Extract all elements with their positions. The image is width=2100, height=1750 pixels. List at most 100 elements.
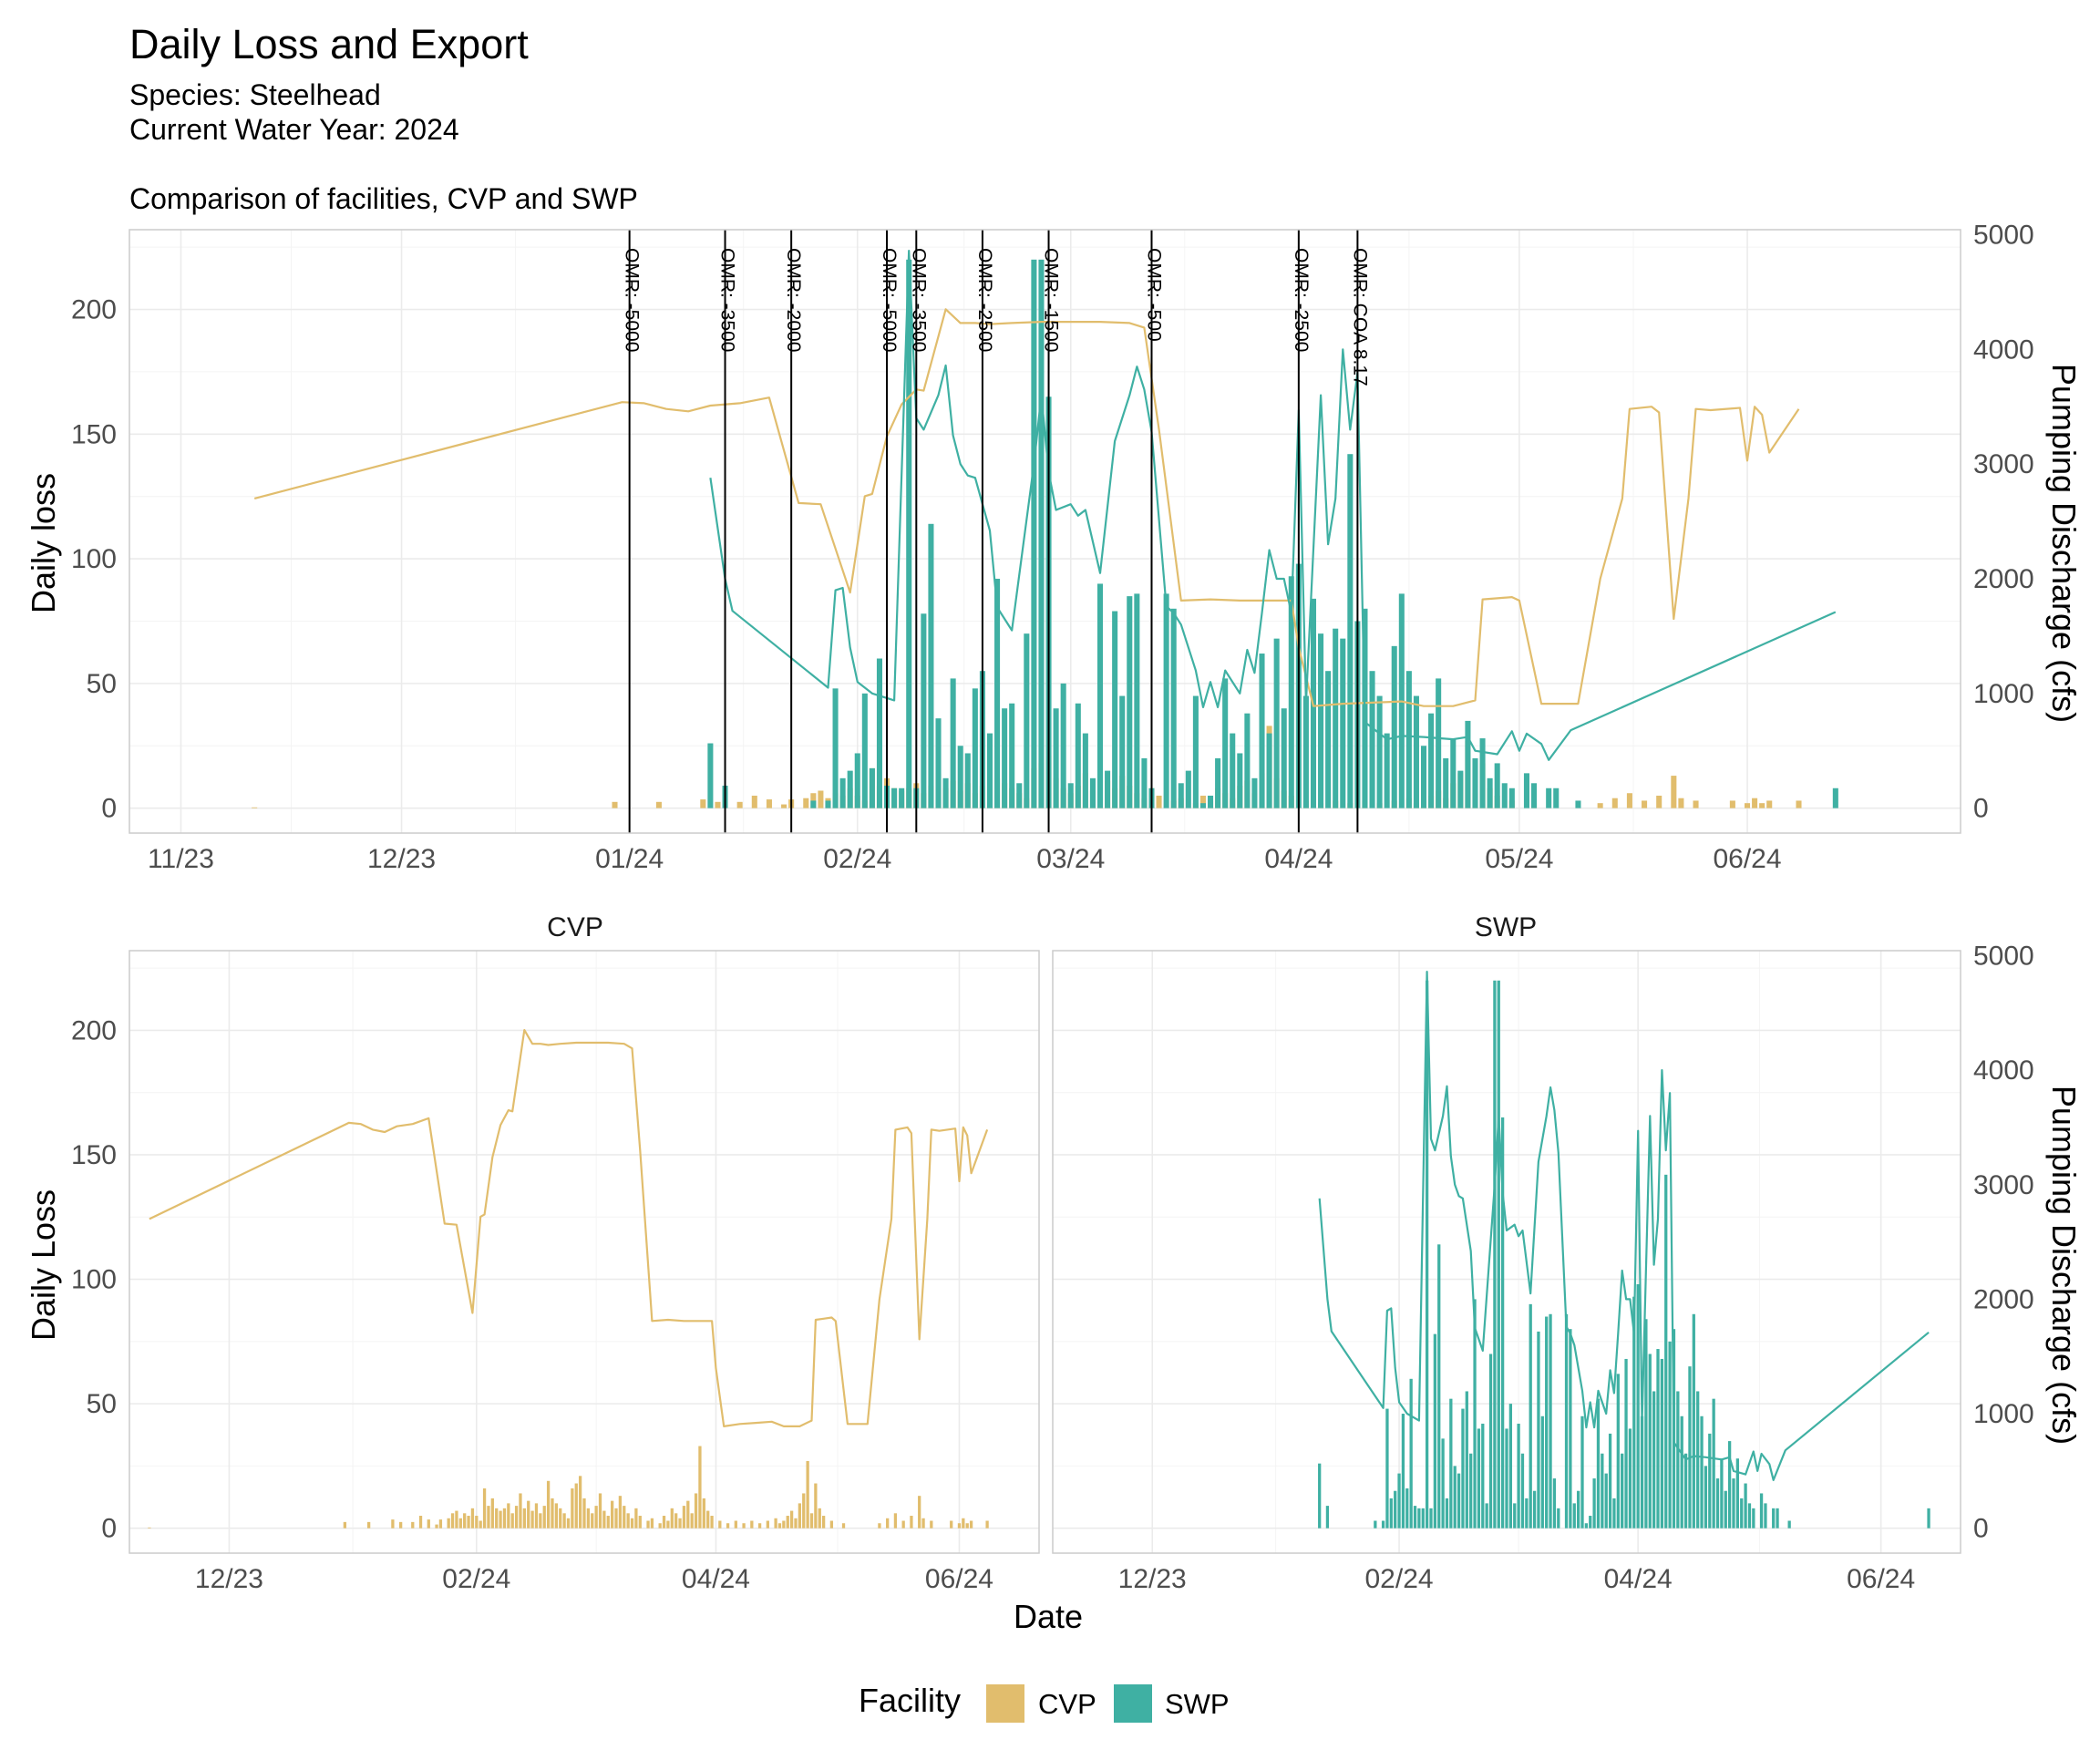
x-tick-label: 06/24 <box>1847 1564 1915 1594</box>
swp-loss-bar <box>1652 1391 1656 1529</box>
cvp-loss-bar <box>794 1518 798 1529</box>
top-y2-axis-title: Pumping Discharge (cfs) <box>2045 364 2083 723</box>
omr-event-label: OMR: -5000 <box>879 248 900 352</box>
swp-facet-title: SWP <box>1475 912 1537 942</box>
cvp-loss-bar <box>427 1519 430 1529</box>
x-tick-label: 02/24 <box>1365 1564 1434 1594</box>
swp-loss-bar <box>1473 1299 1477 1529</box>
swp-loss-bar <box>1735 1458 1740 1529</box>
cvp-loss-bar <box>527 1500 530 1529</box>
swp-loss-bar <box>1569 1329 1572 1529</box>
swp-loss-bar <box>1405 671 1412 808</box>
swp-loss-bar <box>1624 1358 1628 1529</box>
swp-loss-bar <box>1384 733 1390 808</box>
cvp-loss-bar <box>715 801 721 808</box>
cvp-loss-bar <box>698 1446 702 1529</box>
swp-facet-panel: 12/23 02/24 04/24 06/24 0 1000 2000 3000 4000 500… <box>1052 941 2034 1594</box>
cvp-loss-bar <box>774 1518 777 1529</box>
cvp-loss-bar <box>1597 803 1603 808</box>
swp-loss-bar <box>1222 678 1229 808</box>
cvp-loss-bar <box>809 1513 814 1529</box>
cvp-loss-bar <box>539 1513 542 1529</box>
swp-loss-bar <box>1436 678 1442 808</box>
cvp-loss-bar <box>490 1498 494 1529</box>
swp-loss-bar <box>1612 1498 1616 1529</box>
cvp-loss-bar <box>475 1516 479 1529</box>
y-tick-label: 50 <box>87 669 117 699</box>
swp-loss-bar <box>1608 1433 1612 1529</box>
cvp-loss-bar <box>578 1476 582 1529</box>
cvp-loss-bar <box>562 1513 566 1529</box>
swp-loss-bar <box>1389 1498 1393 1529</box>
swp-loss-bar <box>1688 1366 1692 1529</box>
cvp-loss-bar <box>507 1503 510 1529</box>
swp-loss-bar <box>1759 1493 1764 1529</box>
cvp-loss-bar <box>662 1516 666 1529</box>
swp-loss-bar <box>1457 1473 1461 1529</box>
swp-loss-bar <box>1465 720 1471 808</box>
swp-loss-bar <box>1621 1453 1624 1529</box>
cvp-loss-bar <box>803 798 809 808</box>
cvp-loss-bar <box>950 1520 953 1529</box>
swp-loss-bar <box>1067 783 1074 808</box>
cvp-loss-bar <box>742 1523 746 1529</box>
swp-loss-bar <box>1318 1463 1322 1529</box>
cvp-loss-bar <box>542 1506 546 1529</box>
swp-loss-bar <box>1244 713 1251 808</box>
swp-loss-bar <box>1680 1415 1683 1529</box>
x-tick-label: 06/24 <box>925 1564 993 1594</box>
swp-loss-bar <box>957 746 963 808</box>
swp-loss-bar <box>986 733 993 808</box>
swp-loss-bar <box>1199 803 1206 808</box>
swp-loss-bar <box>1461 1408 1465 1529</box>
swp-loss-bar <box>1776 1508 1779 1529</box>
swp-loss-bar <box>1540 1415 1544 1529</box>
cvp-loss-bar <box>487 1506 490 1529</box>
swp-loss-bar <box>1465 1391 1468 1529</box>
swp-loss-bar <box>1575 800 1581 808</box>
cvp-loss-bar <box>1626 793 1632 808</box>
swp-loss-bar <box>1529 1303 1532 1529</box>
cvp-loss-bar <box>418 1516 423 1529</box>
swp-loss-bar <box>1715 1478 1720 1529</box>
swp-loss-bar <box>1712 1398 1715 1529</box>
swp-loss-bar <box>1564 1313 1569 1529</box>
swp-loss-bar <box>1744 1483 1747 1529</box>
swp-export-line <box>709 250 1837 761</box>
swp-loss-bar <box>1552 1478 1557 1529</box>
swp-export-line <box>1318 970 1930 1482</box>
swp-loss-bar <box>1601 1453 1604 1529</box>
swp-loss-bar <box>1553 788 1560 808</box>
swp-loss-bar <box>1532 1490 1537 1529</box>
swp-loss-bar <box>1546 788 1552 808</box>
swp-loss-bar <box>1237 753 1243 808</box>
cvp-loss-bar <box>586 1508 591 1529</box>
swp-loss-bar <box>1584 1523 1589 1529</box>
cvp-loss-bar <box>1796 800 1802 808</box>
cvp-loss-bar <box>574 1483 578 1529</box>
panel-border <box>129 229 1961 834</box>
x-tick-label: 04/24 <box>1604 1564 1673 1594</box>
swp-loss-bar <box>1592 1478 1596 1529</box>
cvp-loss-bar <box>969 1520 973 1529</box>
x-tick-label: 04/24 <box>682 1564 750 1594</box>
x-tick-label: 11/23 <box>148 844 214 874</box>
cvp-loss-bar <box>678 1518 682 1529</box>
swp-loss-bar <box>1391 645 1397 808</box>
swp-loss-bar <box>1413 695 1419 808</box>
swp-loss-bar <box>1259 654 1265 808</box>
top-y-axis-title: Daily loss <box>25 473 62 613</box>
swp-loss-bar <box>1727 1441 1732 1529</box>
cvp-loss-bar <box>530 1510 534 1529</box>
cvp-loss-bar <box>878 1523 881 1529</box>
swp-loss-bar <box>1596 1398 1601 1529</box>
swp-loss-bar <box>1508 788 1515 808</box>
cvp-loss-bar <box>438 1519 443 1529</box>
swp-loss-bar <box>1747 1503 1752 1529</box>
swp-loss-bar <box>1525 1498 1529 1529</box>
cvp-loss-bar <box>1729 800 1735 808</box>
swp-loss-bar <box>1215 757 1221 808</box>
cvp-loss-bar <box>411 1521 415 1529</box>
cvp-loss-bar <box>1156 795 1162 808</box>
